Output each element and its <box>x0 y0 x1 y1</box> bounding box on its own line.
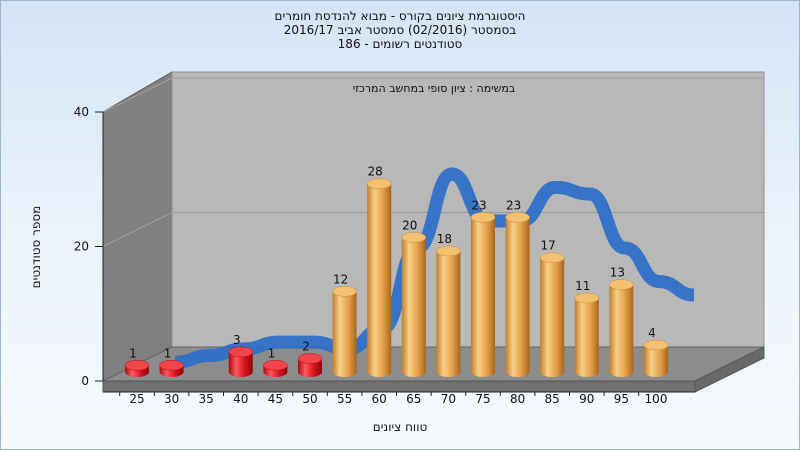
grid-line-side <box>102 212 173 247</box>
bar-cap <box>401 232 427 243</box>
bar-body <box>644 345 668 377</box>
grid-lines <box>102 77 764 247</box>
data-label: 12 <box>333 272 348 286</box>
bar-cap <box>366 178 392 189</box>
x-tick-label: 80 <box>510 392 525 406</box>
data-label: 28 <box>368 165 383 179</box>
x-axis-label: טווח ציונים <box>373 420 428 434</box>
x-tick-label: 95 <box>614 392 629 406</box>
y-axis-label: מספר סטודנטים <box>29 206 43 289</box>
bar-cap <box>574 292 600 304</box>
bar <box>332 286 357 377</box>
bar-body <box>436 250 461 377</box>
bar-cap <box>643 339 669 351</box>
x-tick-label: 65 <box>406 392 421 406</box>
bar <box>436 245 461 377</box>
data-label: 4 <box>648 326 656 340</box>
bar <box>297 353 323 377</box>
floor-front-edge <box>102 380 696 393</box>
trend-curve-path <box>174 167 695 369</box>
bar-body <box>401 237 426 377</box>
data-label: 18 <box>437 232 452 246</box>
x-tick-label: 25 <box>129 392 144 406</box>
bar-body <box>574 298 599 377</box>
bar-cap <box>539 252 565 263</box>
bar <box>366 178 392 377</box>
y-tick-label: 20 <box>74 240 89 254</box>
x-tick-label: 75 <box>475 392 490 406</box>
bar <box>539 252 565 377</box>
bar <box>643 339 669 377</box>
bar-cap <box>159 360 184 371</box>
chart-annotation: במשימה : ציון סופי במחשב המרכזי <box>353 82 516 95</box>
y-tick-label: 40 <box>74 105 89 119</box>
bar-body <box>298 358 322 377</box>
x-tick-label: 35 <box>199 392 214 406</box>
bar-body <box>609 284 634 377</box>
data-label: 11 <box>575 279 590 293</box>
bar-body <box>332 291 357 377</box>
chart-title-line-2: בסמסטר (02/2016) סמסטר אביב 2016/17 <box>283 23 517 37</box>
bar-cap <box>124 360 150 371</box>
data-label: 17 <box>541 239 556 253</box>
data-label: 1 <box>268 346 276 360</box>
bar-cap <box>297 353 323 364</box>
axes: 0 20 40 25 30 35 40 45 50 55 60 65 70 75 80 85 90 95 100 <box>74 105 695 406</box>
chart-title-line-1: היסטוגרמת ציונים בקורס - מבוא להנדסת חומ… <box>274 9 526 23</box>
bars <box>124 178 669 377</box>
bar-cap <box>505 212 530 223</box>
bar-body <box>505 217 530 377</box>
chart-title-line-3: סטודנטים רשומים - 186 <box>337 37 463 51</box>
x-tick-label: 30 <box>164 392 179 406</box>
data-label: 3 <box>233 333 241 347</box>
bar <box>470 212 496 377</box>
grid-line-side <box>102 77 173 113</box>
x-tick-label: 60 <box>372 392 387 406</box>
x-tick-label: 100 <box>645 392 668 406</box>
data-label: 1 <box>129 346 137 360</box>
data-label: 1 <box>164 346 172 360</box>
bar-cap <box>470 212 496 223</box>
x-tick-label: 40 <box>233 392 248 406</box>
bar-body <box>540 257 565 377</box>
bar-cap <box>609 279 634 290</box>
data-label: 23 <box>506 198 521 212</box>
bar <box>228 346 254 377</box>
bar <box>401 232 427 377</box>
bar <box>159 360 184 377</box>
x-tick-label: 55 <box>337 392 352 406</box>
bar-cap <box>332 286 357 297</box>
x-tick-label: 90 <box>579 392 594 406</box>
bar-body <box>471 217 495 377</box>
x-tick-label: 45 <box>268 392 283 406</box>
bar-body <box>367 183 392 377</box>
data-label: 20 <box>402 219 417 233</box>
x-tick-label: 50 <box>302 392 317 406</box>
trend-curve <box>174 167 695 369</box>
bar <box>574 292 600 377</box>
bar <box>505 212 530 377</box>
data-label: 23 <box>471 198 486 212</box>
data-label: 2 <box>302 340 310 354</box>
bar <box>124 360 150 377</box>
x-tick-label: 85 <box>545 392 560 406</box>
floor-right-edge <box>694 346 765 393</box>
bar <box>609 279 634 377</box>
y-tick-label: 0 <box>81 374 89 388</box>
bar-cap <box>228 346 254 358</box>
bar-body <box>228 351 253 377</box>
data-label: 13 <box>610 266 625 280</box>
side-wall <box>102 71 173 382</box>
bar <box>263 360 288 377</box>
bar-cap <box>436 245 461 257</box>
x-tick-label: 70 <box>441 392 456 406</box>
bar-cap <box>263 360 288 371</box>
